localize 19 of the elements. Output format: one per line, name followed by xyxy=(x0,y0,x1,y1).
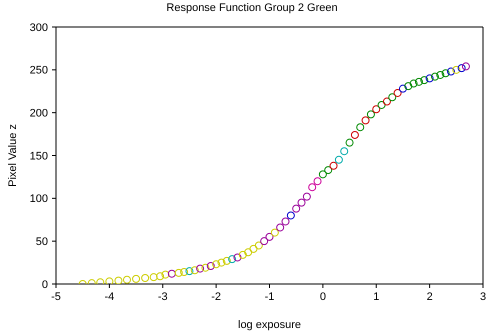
y-tick-label: 100 xyxy=(30,193,48,206)
x-axis-title: log exposure xyxy=(238,319,301,331)
chart-title: Response Function Group 2 Green xyxy=(165,2,339,14)
x-tick-label: 3 xyxy=(480,290,486,303)
x-tick-label: -4 xyxy=(104,290,114,303)
x-tick-label: -5 xyxy=(51,290,61,303)
x-tick-label: -3 xyxy=(158,290,168,303)
y-tick-label: 50 xyxy=(36,236,48,248)
x-tick-label: 0 xyxy=(320,290,326,303)
y-axis-title: Pixel Value z xyxy=(6,124,19,187)
x-tick-label: 2 xyxy=(426,290,433,303)
y-tick-label: 150 xyxy=(30,150,48,162)
x-tick-label: 1 xyxy=(373,290,380,303)
y-tick-label: 250 xyxy=(30,64,48,77)
y-tick-label: 300 xyxy=(30,22,48,34)
y-tick-label: 0 xyxy=(42,278,48,291)
y-tick-label: 200 xyxy=(30,108,48,120)
x-tick-label: -2 xyxy=(211,290,222,303)
x-tick-label: -1 xyxy=(264,290,274,303)
